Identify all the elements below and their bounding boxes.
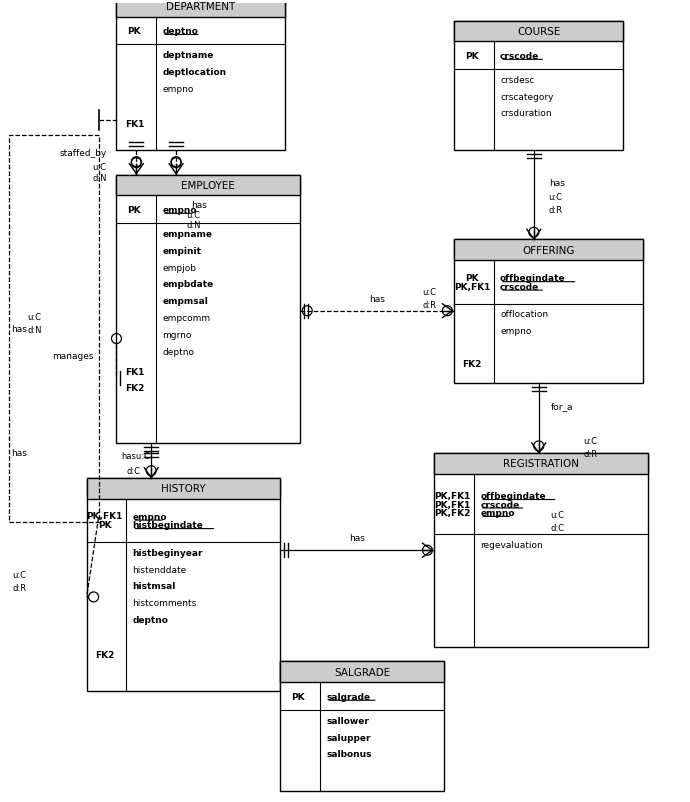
Text: u:C
d:N: u:C d:N (186, 210, 201, 229)
Text: salgrade: salgrade (326, 692, 371, 701)
Text: PK: PK (465, 273, 479, 282)
Bar (117, 176, 300, 444)
Text: deptno: deptno (132, 615, 168, 625)
Text: staffed_by: staffed_by (59, 148, 106, 157)
Text: u:C: u:C (27, 312, 41, 322)
Text: OFFERING: OFFERING (522, 245, 575, 255)
Bar (117, 176, 300, 196)
Text: FK1: FK1 (125, 119, 144, 129)
Text: PK,FK2: PK,FK2 (434, 508, 471, 518)
Text: DEPARTMENT: DEPARTMENT (166, 2, 235, 12)
Text: d:R: d:R (12, 583, 26, 592)
Text: u:C: u:C (549, 193, 563, 202)
Text: has: has (11, 325, 27, 334)
Bar (87, 478, 280, 691)
Text: FK2: FK2 (125, 384, 144, 393)
Text: FK2: FK2 (462, 359, 482, 368)
Text: u:C: u:C (584, 436, 598, 445)
Text: has: has (549, 178, 564, 188)
Text: PK: PK (98, 520, 111, 529)
Text: COURSE: COURSE (517, 27, 560, 37)
Text: d:C: d:C (126, 466, 140, 475)
Text: deptlocation: deptlocation (162, 67, 226, 77)
Text: crsdesc: crsdesc (500, 75, 534, 84)
Text: empno: empno (500, 326, 531, 336)
Text: PK,FK1: PK,FK1 (434, 491, 471, 500)
Text: has: has (369, 294, 385, 303)
Text: FK1: FK1 (125, 367, 144, 376)
Text: u:C: u:C (422, 287, 437, 297)
Text: d:C: d:C (551, 524, 564, 533)
Text: empname: empname (162, 229, 212, 238)
Bar (454, 22, 623, 151)
Text: histenddate: histenddate (132, 565, 186, 574)
Text: PK,FK1: PK,FK1 (434, 500, 471, 508)
Text: empinit: empinit (162, 246, 201, 255)
Text: crscode: crscode (480, 500, 520, 508)
Text: empjob: empjob (162, 263, 196, 272)
Text: offlocation: offlocation (500, 310, 548, 319)
Text: u:C
d:N: u:C d:N (92, 164, 106, 183)
Text: REGISTRATION: REGISTRATION (503, 459, 579, 468)
Text: histbegindate: histbegindate (132, 520, 204, 529)
Bar (435, 453, 648, 474)
Text: PK: PK (128, 27, 141, 36)
Text: salupper: salupper (326, 732, 371, 742)
Text: salbonus: salbonus (326, 750, 372, 759)
Text: empno: empno (162, 84, 193, 94)
Text: for_a: for_a (551, 402, 573, 411)
Text: FK2: FK2 (95, 650, 115, 658)
Text: crscode: crscode (500, 282, 540, 291)
Text: has: has (349, 533, 366, 543)
Text: crsduration: crsduration (500, 109, 551, 119)
Text: crscategory: crscategory (500, 92, 553, 102)
Text: mgrno: mgrno (162, 330, 192, 340)
Text: hasu:C: hasu:C (121, 452, 150, 460)
Text: histcomments: histcomments (132, 598, 197, 608)
Bar (454, 240, 643, 384)
Text: empno: empno (132, 512, 167, 521)
Text: PK: PK (465, 52, 479, 61)
Text: empno: empno (480, 508, 515, 517)
Bar (280, 662, 444, 791)
Text: d:R: d:R (584, 449, 598, 458)
Text: crscode: crscode (500, 52, 540, 61)
Text: deptno: deptno (162, 347, 194, 357)
Text: d:N: d:N (27, 325, 41, 334)
Text: deptno: deptno (162, 27, 198, 36)
Text: has: has (11, 449, 27, 458)
Text: regevaluation: regevaluation (480, 540, 543, 549)
Text: deptname: deptname (162, 51, 213, 60)
Text: PK,FK1: PK,FK1 (454, 282, 491, 291)
Text: PK,FK1: PK,FK1 (86, 512, 123, 520)
Bar (280, 662, 444, 683)
Bar (117, 0, 286, 18)
Bar (454, 22, 623, 43)
Text: offbegindate: offbegindate (480, 492, 546, 500)
Text: SALGRADE: SALGRADE (334, 667, 391, 677)
Bar (435, 453, 648, 646)
Text: histbeginyear: histbeginyear (132, 548, 203, 557)
Text: sallower: sallower (326, 715, 369, 725)
Text: histmsal: histmsal (132, 581, 176, 591)
Text: d:R: d:R (549, 206, 563, 215)
Text: empno: empno (162, 205, 197, 215)
Bar (87, 478, 280, 499)
Text: HISTORY: HISTORY (161, 484, 206, 493)
Bar (454, 240, 643, 261)
Text: EMPLOYEE: EMPLOYEE (181, 180, 235, 191)
Bar (117, 0, 286, 151)
Text: empbdate: empbdate (162, 280, 213, 289)
Text: u:C: u:C (551, 511, 564, 520)
Text: d:R: d:R (422, 301, 437, 310)
Text: empmsal: empmsal (162, 297, 208, 306)
Text: has: has (191, 200, 207, 209)
Text: manages: manages (52, 352, 93, 361)
Text: empcomm: empcomm (162, 314, 210, 322)
Text: offbegindate: offbegindate (500, 273, 566, 283)
Text: PK: PK (291, 692, 305, 701)
Text: PK: PK (128, 205, 141, 215)
Bar (9, 136, 99, 523)
Text: u:C: u:C (12, 570, 26, 579)
